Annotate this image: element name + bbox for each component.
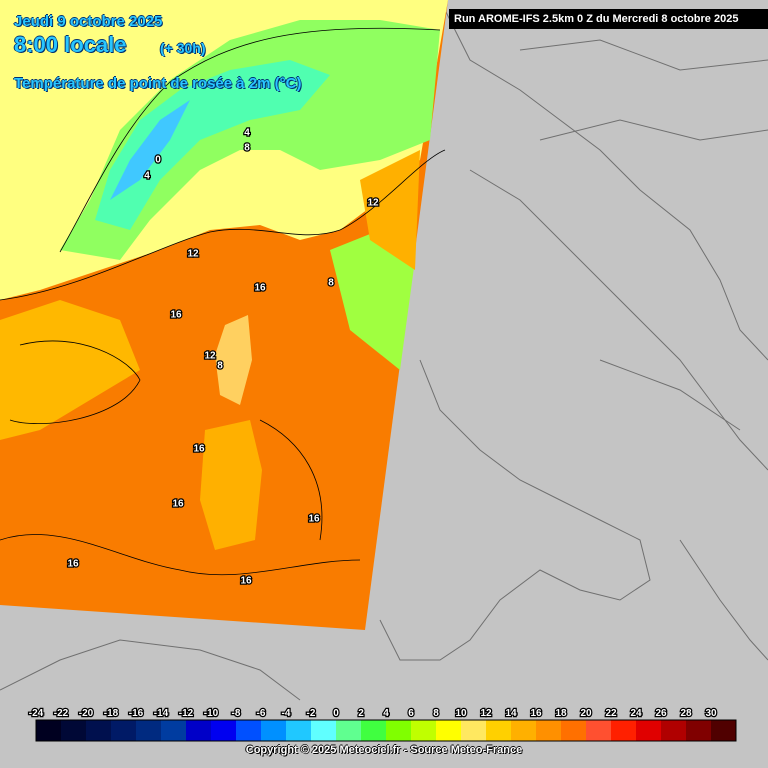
variable-name: Température de point de rosée à 2m (°C) [14,75,302,92]
scale-swatch [286,720,312,741]
forecast-lead: (+ 30h) [160,40,206,56]
contour-label: 16 [254,283,266,294]
scale-swatch [636,720,662,741]
scale-swatch [61,720,87,741]
scale-swatch [336,720,362,741]
scale-swatch [711,720,737,741]
contours [0,27,446,576]
scale-label: 22 [605,708,617,719]
scale-swatch [686,720,712,741]
scale-frame [35,719,737,742]
scale-swatch [211,720,237,741]
copyright: Copyright © 2025 Meteociel.fr - Source M… [245,744,523,756]
scale-label: -18 [104,708,119,719]
scale-label: -20 [79,708,94,719]
scale-label: 0 [333,708,339,719]
contour-label: 16 [170,310,182,321]
contour-label: 12 [187,249,199,260]
contour-label: 4 [244,128,250,139]
contour-label: 16 [67,559,79,570]
scale-label: -6 [257,708,266,719]
scale-label: 18 [555,708,567,719]
scale-label: 26 [655,708,667,719]
scale-label: 28 [680,708,692,719]
scale-label: -14 [154,708,169,719]
contour-label: 12 [367,198,379,209]
scale-label: -2 [307,708,316,719]
scale-swatch [661,720,687,741]
scale-label: 20 [580,708,592,719]
forecast-date: Jeudi 9 octobre 2025 [14,13,163,30]
corsica [215,315,252,405]
scale-swatch [386,720,412,741]
scale-swatch [36,720,62,741]
run-info: Run AROME-IFS 2.5km 0 Z du Mercredi 8 oc… [449,9,768,29]
scale-swatch [111,720,137,741]
contour-label: 12 [204,351,216,362]
scale-swatch [511,720,537,741]
scale-swatch [561,720,587,741]
sea-patch [0,300,140,440]
scale-swatch [361,720,387,741]
scale-swatch [611,720,637,741]
scale-swatch [161,720,187,741]
alps-coldest [110,100,190,200]
scale-label: 24 [630,708,642,719]
scale-swatch [436,720,462,741]
scale-label: 10 [455,708,467,719]
scale-swatch [86,720,112,741]
contour-label: 16 [193,444,205,455]
scale-label: -22 [54,708,69,719]
forecast-time: 8:00 locale [14,32,127,57]
scale-label: 2 [358,708,364,719]
scale-swatch [411,720,437,741]
scale-label: -12 [179,708,194,719]
scale-label: 4 [383,708,389,719]
scale-label: 12 [480,708,492,719]
scale-label: -10 [204,708,219,719]
scale-swatch [311,720,337,741]
country-borders [0,0,768,701]
contour-label: 8 [217,361,223,372]
sardinia [200,420,262,550]
scale-swatch [461,720,487,741]
scale-label: 16 [530,708,542,719]
scale-swatch [136,720,162,741]
contour-label: 8 [328,278,334,289]
scale-label: 30 [705,708,717,719]
scale-swatch [261,720,287,741]
alps-cold [95,60,330,230]
scale-label: -16 [129,708,144,719]
contour-label: 16 [240,576,252,587]
scale-swatch [486,720,512,741]
contour-label: 0 [155,155,161,166]
scale-label: -4 [282,708,291,719]
scale-label: 8 [433,708,439,719]
contour-label: 4 [144,171,150,182]
scale-swatch [236,720,262,741]
scale-label: 14 [505,708,517,719]
scale-label: -8 [232,708,241,719]
color-scale: -24 -22 -20 -18 -16 -14 -12 -10 -8 -6 -4 -2 0 2 4 6 8 10 1… [28,707,737,742]
scale-label: 6 [408,708,414,719]
contour-label: 16 [308,514,320,525]
contour-label: 16 [172,499,184,510]
scale-swatch [536,720,562,741]
contour-label: 8 [244,143,250,154]
scale-label: -24 [29,708,44,719]
ligurian-moist [330,230,415,370]
scale-swatch [586,720,612,741]
alps-moist [60,20,440,260]
scale-swatch [186,720,212,741]
